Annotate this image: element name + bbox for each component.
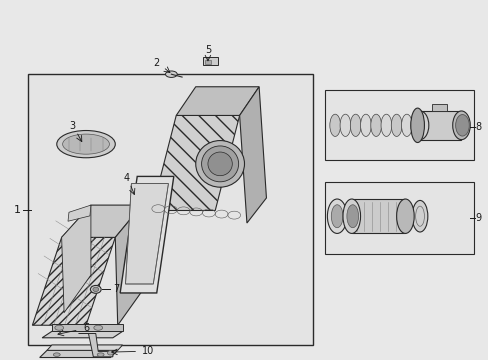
Ellipse shape xyxy=(452,111,469,140)
Ellipse shape xyxy=(390,114,401,136)
Ellipse shape xyxy=(62,134,109,154)
Text: 7: 7 xyxy=(113,284,120,294)
Ellipse shape xyxy=(410,108,424,143)
Ellipse shape xyxy=(455,114,468,136)
Ellipse shape xyxy=(195,140,244,187)
Ellipse shape xyxy=(329,114,340,136)
Ellipse shape xyxy=(370,114,381,136)
Text: 9: 9 xyxy=(474,213,481,223)
Ellipse shape xyxy=(411,114,422,136)
Ellipse shape xyxy=(342,199,360,233)
Polygon shape xyxy=(152,116,239,211)
Ellipse shape xyxy=(349,114,360,136)
Polygon shape xyxy=(52,324,122,331)
Ellipse shape xyxy=(201,146,238,182)
Ellipse shape xyxy=(57,131,115,158)
Ellipse shape xyxy=(53,353,60,356)
Bar xyxy=(204,60,211,64)
Ellipse shape xyxy=(339,114,350,136)
Polygon shape xyxy=(79,333,113,357)
Ellipse shape xyxy=(360,114,370,136)
Polygon shape xyxy=(32,237,115,325)
Polygon shape xyxy=(120,176,173,293)
Polygon shape xyxy=(40,350,118,357)
Ellipse shape xyxy=(410,111,428,140)
Bar xyxy=(325,90,473,160)
Bar xyxy=(27,74,312,345)
Polygon shape xyxy=(431,104,446,111)
Ellipse shape xyxy=(97,353,104,356)
Text: 8: 8 xyxy=(474,122,481,132)
Text: 6: 6 xyxy=(83,323,89,333)
Bar xyxy=(351,199,405,233)
Ellipse shape xyxy=(380,114,391,136)
Bar xyxy=(203,57,217,65)
Text: 3: 3 xyxy=(70,121,76,131)
Polygon shape xyxy=(176,87,259,116)
Ellipse shape xyxy=(165,71,177,77)
Text: 5: 5 xyxy=(204,45,211,55)
Polygon shape xyxy=(61,205,142,237)
Polygon shape xyxy=(42,331,122,338)
Ellipse shape xyxy=(396,199,413,233)
Polygon shape xyxy=(125,184,168,284)
Ellipse shape xyxy=(207,152,232,176)
Polygon shape xyxy=(239,87,266,223)
Ellipse shape xyxy=(90,285,101,293)
Ellipse shape xyxy=(330,205,342,228)
Polygon shape xyxy=(68,205,91,221)
Ellipse shape xyxy=(411,201,427,232)
Bar xyxy=(419,111,461,140)
Text: 1: 1 xyxy=(14,206,21,216)
Polygon shape xyxy=(115,205,144,325)
Text: 2: 2 xyxy=(153,58,160,68)
Bar xyxy=(325,182,473,253)
Ellipse shape xyxy=(107,351,113,355)
Polygon shape xyxy=(47,345,122,350)
Polygon shape xyxy=(61,205,91,313)
Text: 4: 4 xyxy=(123,173,129,183)
Ellipse shape xyxy=(401,114,411,136)
Ellipse shape xyxy=(94,325,102,330)
Text: 10: 10 xyxy=(142,346,154,356)
Ellipse shape xyxy=(93,287,99,292)
Ellipse shape xyxy=(327,199,346,233)
Ellipse shape xyxy=(55,325,63,330)
Ellipse shape xyxy=(346,205,358,228)
